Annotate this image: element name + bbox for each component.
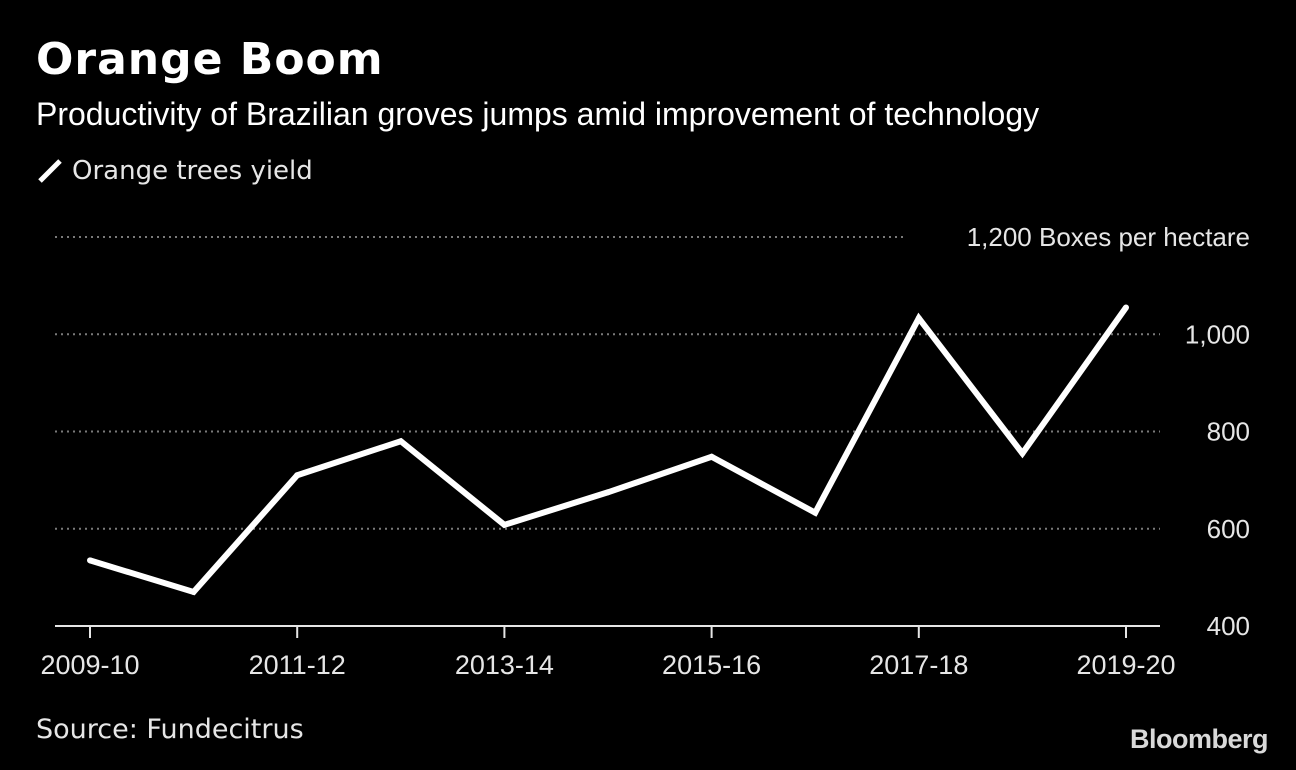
chart-title: Orange Boom [36,34,384,85]
series-line-orange-trees-yield [89,305,1129,596]
data-point [1123,304,1129,311]
data-point [87,557,93,564]
data-point [915,315,922,322]
y-tick-label: 1,000 [1185,319,1250,349]
legend-label: Orange trees yield [72,156,313,186]
y-tick-label: 600 [1207,514,1250,544]
legend: Orange trees yield [36,156,313,186]
data-point [605,489,611,496]
data-point [812,509,819,516]
x-tick-label: 2009-10 [40,650,139,680]
data-point [397,438,404,445]
x-tick-label: 2013-14 [455,650,554,680]
x-tick-label: 2011-12 [249,650,346,680]
y-tick-label: 800 [1207,417,1250,447]
bloomberg-logo: Bloomberg [1129,724,1269,754]
data-point [501,521,508,528]
x-tick-label: 2015-16 [662,650,761,680]
data-point [190,588,197,595]
data-point [294,472,301,479]
source-note: Source: Fundecitrus [36,714,304,745]
data-point [1019,450,1026,457]
x-tick-label: 2017-18 [869,650,968,680]
y-tick-label: 400 [1207,611,1250,641]
chart-subtitle: Productivity of Brazilian groves jumps a… [36,96,1040,132]
y-tick-label: 1,200 Boxes per hectare [967,222,1250,252]
x-tick-label: 2019-20 [1076,650,1175,680]
line-swatch-icon [38,159,62,183]
data-point [708,453,715,460]
